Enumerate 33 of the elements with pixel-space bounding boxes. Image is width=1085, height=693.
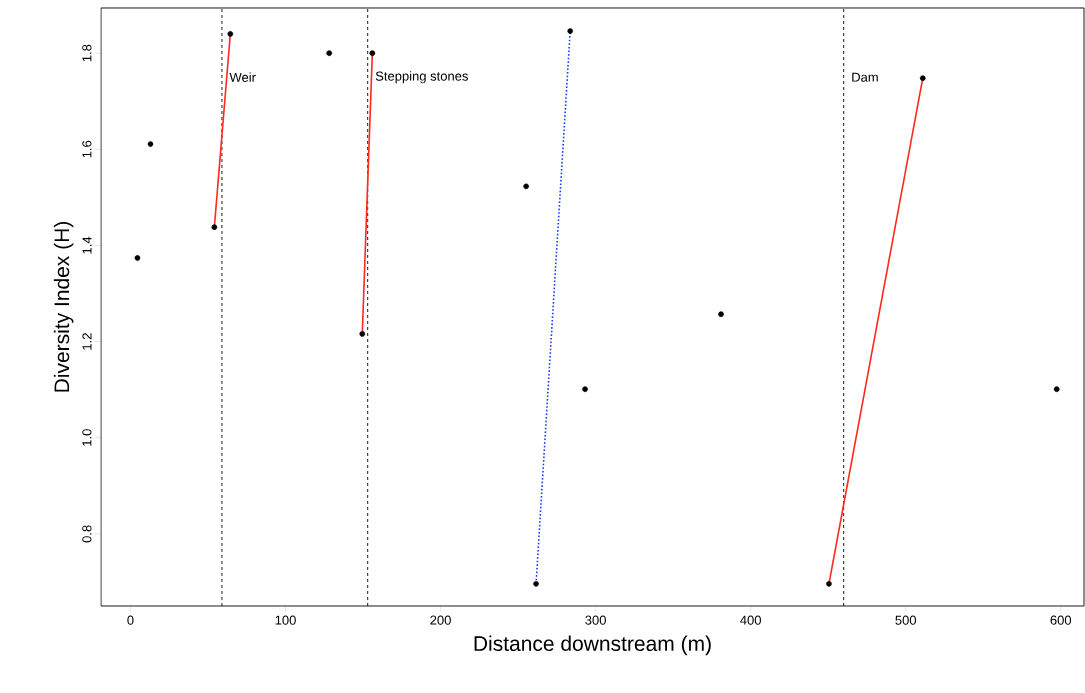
ref-line-label: Stepping stones	[375, 71, 468, 84]
point	[718, 311, 724, 317]
x-tick-label: 100	[275, 615, 296, 625]
x-tick-label: 500	[895, 615, 917, 625]
point	[326, 50, 333, 56]
x-tick-label: 0	[127, 615, 134, 625]
x-tick-label: 400	[740, 615, 761, 625]
point	[533, 581, 539, 587]
point	[567, 28, 573, 34]
point	[147, 141, 154, 147]
point	[582, 386, 588, 392]
y-tick-label: 0.8	[82, 525, 92, 543]
point	[227, 31, 234, 37]
x-tick-label: 600	[1050, 615, 1072, 625]
y-tick-label: 1.4	[82, 236, 92, 254]
point	[369, 50, 376, 56]
x-axis-title: Distance downstream (m)	[474, 635, 711, 656]
ref-line-label: Weir	[229, 72, 256, 82]
point	[134, 255, 141, 261]
point	[523, 183, 529, 190]
y-tick-label: 1.2	[82, 333, 92, 350]
point	[211, 224, 218, 230]
y-tick-label: 1.8	[82, 44, 92, 62]
x-tick-label: 200	[430, 615, 451, 625]
y-tick-label: 1.6	[82, 140, 92, 158]
ref-line-label: Dam	[852, 72, 878, 82]
point	[1053, 386, 1060, 392]
y-tick-label: 1.0	[82, 429, 92, 446]
x-tick-label: 300	[585, 615, 606, 625]
point	[826, 581, 832, 587]
point	[359, 331, 366, 337]
point	[919, 75, 926, 81]
y-axis-title: Diversity Index (H)	[53, 221, 74, 392]
